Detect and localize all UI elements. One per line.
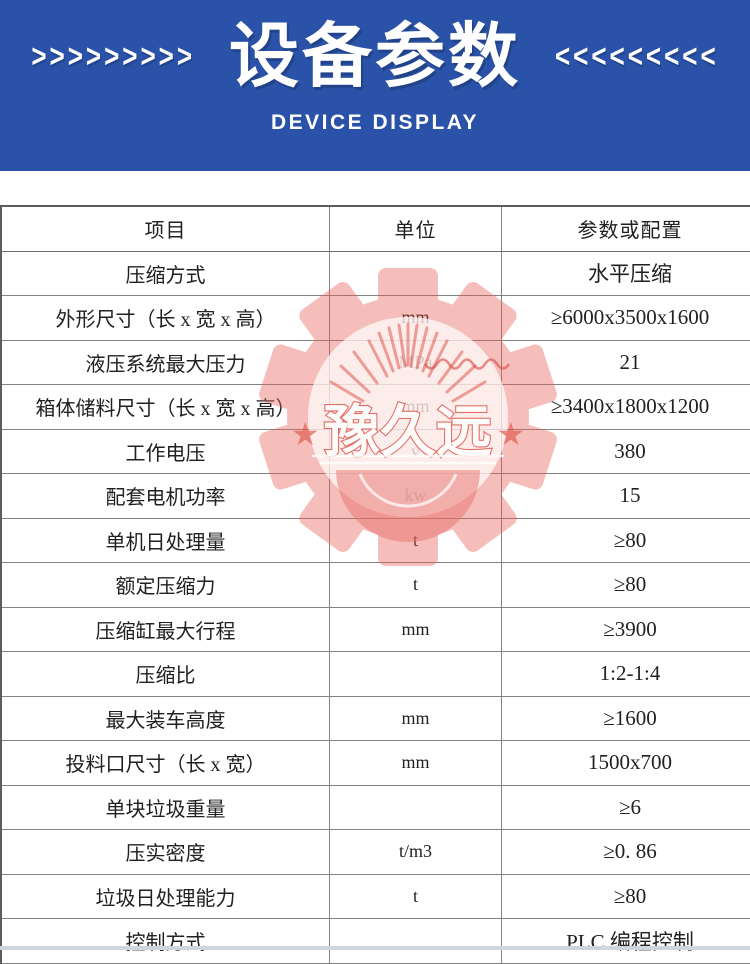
cell-unit [330, 785, 502, 829]
cell-value: 1:2-1:4 [599, 661, 661, 686]
table-row: 工作电压 v 380 [2, 429, 750, 474]
table-row: 配套电机功率 kw 15 [2, 474, 750, 519]
cell-item: 投料口尺寸（长 x 宽） [2, 741, 330, 785]
spec-table-body: 压缩方式 水平压缩 外形尺寸（长 x 宽 x 高） mm ≥6000x3500x1600… [2, 251, 750, 964]
cell-value: ≥1600 [603, 705, 657, 730]
table-row: 控制方式 PLC 编程控制 [2, 919, 750, 964]
table-row: 单块垃圾重量 ≥6 [2, 785, 750, 830]
cell-unit [330, 919, 502, 963]
cell-unit: mm [330, 696, 502, 740]
table-row: 压缩方式 水平压缩 [2, 251, 750, 296]
table-row: 箱体储料尺寸（长 x 宽 x 高） mm ≥3400x1800x1200 [2, 385, 750, 430]
chevrons-right-icon: >>>>>>>>> [31, 36, 195, 75]
chevrons-left-icon: <<<<<<<<< [555, 36, 719, 75]
table-row: 垃圾日处理能力 t ≥80 [2, 874, 750, 919]
table-row: 单机日处理量 t ≥80 [2, 518, 750, 563]
bottom-strip [0, 946, 750, 950]
cell-unit: t [330, 874, 502, 918]
cell-item: 压缩方式 [2, 251, 330, 295]
cell-unit: mm [330, 385, 502, 429]
cell-unit [330, 652, 502, 696]
cell-item: 最大装车高度 [2, 696, 330, 740]
cell-value: ≥0. 86 [603, 839, 657, 864]
cell-unit: t/m3 [330, 830, 502, 874]
cell-value: ≥6 [618, 794, 642, 819]
cell-unit: mm [330, 607, 502, 651]
cell-unit: t [330, 563, 502, 607]
cell-value: ≥80 [613, 527, 647, 552]
cell-unit: kw [330, 474, 502, 518]
cell-value: 水平压缩 [588, 262, 672, 287]
cell-unit: mm [330, 296, 502, 340]
cell-item: 箱体储料尺寸（长 x 宽 x 高） [2, 385, 330, 429]
cell-item: 工作电压 [2, 429, 330, 473]
column-header-unit: 单位 [330, 207, 502, 251]
column-header-value: 参数或配置 [577, 220, 683, 243]
table-row: 外形尺寸（长 x 宽 x 高） mm ≥6000x3500x1600 [2, 296, 750, 341]
table-row: 液压系统最大压力 MPa 21 [2, 340, 750, 385]
table-row: 压缩缸最大行程 mm ≥3900 [2, 607, 750, 652]
cell-item: 控制方式 [2, 919, 330, 963]
cell-item: 压实密度 [2, 830, 330, 874]
cell-item: 压缩比 [2, 652, 330, 696]
cell-value: 1500x700 [588, 750, 672, 775]
table-row: 额定压缩力 t ≥80 [2, 563, 750, 608]
table-header-row: 项目 单位 参数或配置 [2, 207, 750, 252]
cell-value: ≥3900 [603, 616, 657, 641]
column-header-item: 项目 [2, 207, 330, 251]
cell-item: 单机日处理量 [2, 518, 330, 562]
page-title: 设备参数 [229, 17, 521, 95]
cell-unit: MPa [330, 340, 502, 384]
cell-unit: v [330, 429, 502, 473]
cell-value: ≥80 [613, 572, 647, 597]
cell-item: 垃圾日处理能力 [2, 874, 330, 918]
cell-value: ≥3400x1800x1200 [550, 394, 710, 419]
cell-unit: mm [330, 741, 502, 785]
cell-value: ≥80 [613, 883, 647, 908]
cell-value: 380 [614, 438, 646, 463]
cell-item: 压缩缸最大行程 [2, 607, 330, 651]
spec-table: 项目 单位 参数或配置 压缩方式 水平压缩 外形尺寸（长 x 宽 x 高） mm ≥60… [0, 205, 750, 964]
cell-item: 液压系统最大压力 [2, 340, 330, 384]
table-row: 最大装车高度 mm ≥1600 [2, 696, 750, 741]
page-subtitle: DEVICE DISPLAY [270, 111, 480, 134]
cell-value: 21 [619, 349, 641, 374]
cell-value: ≥6000x3500x1600 [550, 305, 710, 330]
cell-item: 外形尺寸（长 x 宽 x 高） [2, 296, 330, 340]
cell-item: 配套电机功率 [2, 474, 330, 518]
cell-value: PLC 编程控制 [566, 929, 694, 954]
table-row: 投料口尺寸（长 x 宽） mm 1500x700 [2, 741, 750, 786]
header-title-row: >>>>>>>>> 设备参数 <<<<<<<<< [31, 10, 718, 102]
page-header: >>>>>>>>> 设备参数 <<<<<<<<< DEVICE DISPLAY [0, 0, 750, 171]
cell-value: 15 [619, 483, 641, 508]
cell-unit: t [330, 518, 502, 562]
cell-unit [330, 251, 502, 295]
cell-item: 单块垃圾重量 [2, 785, 330, 829]
table-row: 压实密度 t/m3 ≥0. 86 [2, 830, 750, 875]
table-row: 压缩比 1:2-1:4 [2, 652, 750, 697]
cell-item: 额定压缩力 [2, 563, 330, 607]
